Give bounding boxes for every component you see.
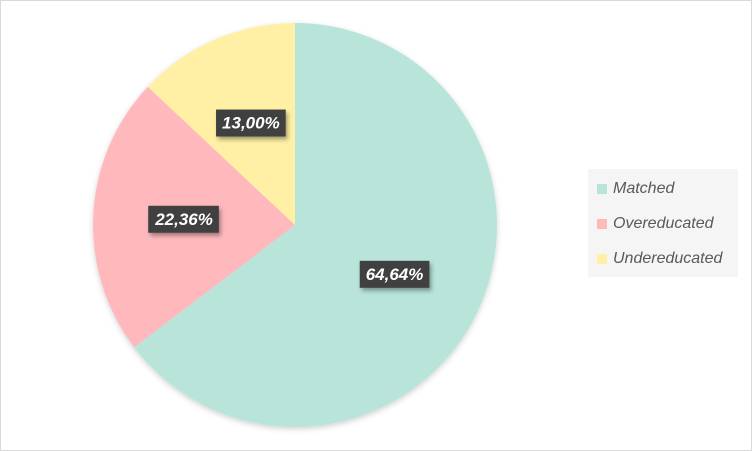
data-label-box — [148, 205, 219, 233]
legend: Matched Overeducated Undereducated — [588, 169, 738, 277]
pie-slice-matched — [134, 23, 498, 427]
legend-item-matched: Matched — [597, 178, 674, 200]
legend-item-overeducated: Overeducated — [597, 213, 714, 235]
legend-swatch-undereducated — [597, 254, 607, 264]
data-label-overeducated: 22,36% — [148, 205, 219, 233]
legend-label-undereducated: Undereducated — [613, 250, 723, 267]
data-label-text: 22,36% — [154, 210, 213, 229]
legend-item-undereducated: Undereducated — [597, 248, 722, 270]
legend-label-overeducated: Overeducated — [613, 215, 714, 232]
legend-swatch-overeducated — [597, 219, 607, 229]
data-label-box — [216, 109, 286, 137]
data-label-text: 13,00% — [222, 114, 280, 133]
data-label-box — [359, 260, 430, 288]
data-label-text: 64,64% — [366, 265, 424, 284]
data-label-undereducated: 13,00% — [216, 109, 286, 137]
legend-label-matched: Matched — [613, 180, 675, 197]
data-label-matched: 64,64% — [359, 260, 430, 288]
legend-swatch-matched — [597, 184, 607, 194]
